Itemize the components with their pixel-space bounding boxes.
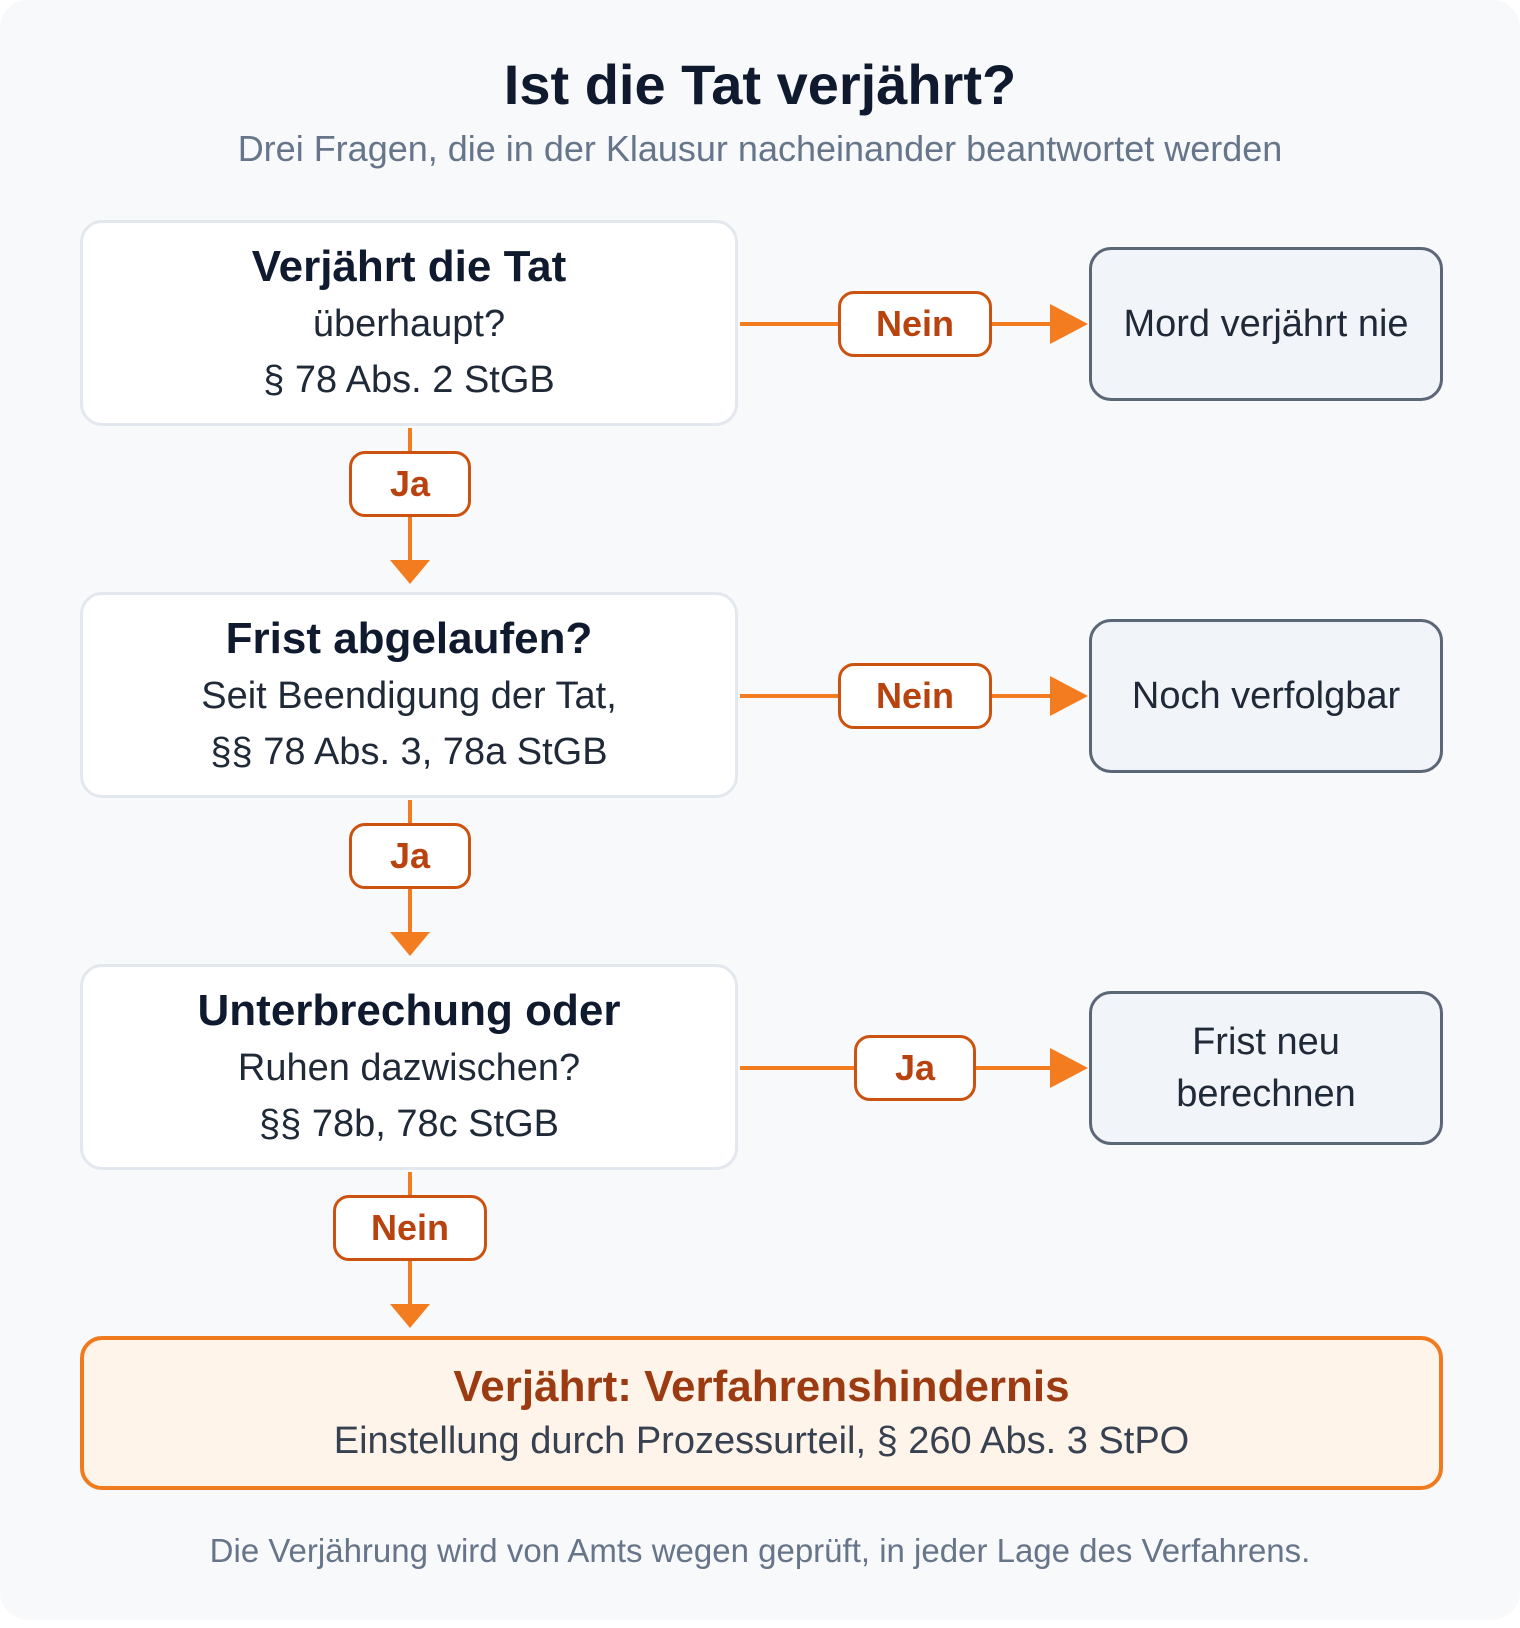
branch-label-down-3: Nein xyxy=(333,1195,487,1261)
footer-note: Die Verjährung wird von Amts wegen geprü… xyxy=(209,1532,1311,1569)
question-text: Seit Beendigung der Tat, xyxy=(201,675,617,717)
question-title: Unterbrechung oder xyxy=(197,986,621,1035)
arrowhead-down-1 xyxy=(390,560,430,584)
outcome-box-2: Noch verfolgbar xyxy=(1089,619,1443,773)
question-citation: §§ 78 Abs. 3, 78a StGB xyxy=(210,731,608,773)
branch-label-right-1: Nein xyxy=(838,291,992,357)
final-result-box: Verjährt: Verfahrenshindernis Einstellun… xyxy=(80,1336,1443,1490)
arrowhead-down-2 xyxy=(390,932,430,956)
outcome-box-1: Mord verjährt nie xyxy=(1089,247,1443,401)
branch-label-right-2: Nein xyxy=(838,663,992,729)
arrowhead-right-3 xyxy=(1050,1048,1088,1088)
question-box-3: Unterbrechung oder Ruhen dazwischen? §§ … xyxy=(80,964,738,1170)
question-citation: §§ 78b, 78c StGB xyxy=(259,1103,559,1145)
question-box-2: Frist abgelaufen? Seit Beendigung der Ta… xyxy=(80,592,738,798)
final-title: Verjährt: Verfahrenshindernis xyxy=(453,1362,1070,1411)
question-title: Verjährt die Tat xyxy=(251,242,567,291)
branch-label-right-3: Ja xyxy=(854,1035,976,1101)
question-box-1: Verjährt die Tat überhaupt? § 78 Abs. 2 … xyxy=(80,220,738,426)
page-subtitle: Drei Fragen, die in der Klausur nacheina… xyxy=(237,128,1283,169)
outcome-box-3: Frist neu berechnen xyxy=(1089,991,1443,1145)
arrowhead-right-2 xyxy=(1050,676,1088,716)
arrowhead-right-1 xyxy=(1050,304,1088,344)
question-citation: § 78 Abs. 2 StGB xyxy=(263,359,555,401)
question-text: überhaupt? xyxy=(312,303,506,345)
question-text: Ruhen dazwischen? xyxy=(237,1047,581,1089)
arrowhead-down-3 xyxy=(390,1304,430,1328)
question-title: Frist abgelaufen? xyxy=(225,614,593,663)
page-title: Ist die Tat verjährt? xyxy=(503,53,1017,116)
branch-label-down-2: Ja xyxy=(349,823,471,889)
final-subtitle: Einstellung durch Prozessurteil, § 260 A… xyxy=(333,1420,1190,1462)
branch-label-down-1: Ja xyxy=(349,451,471,517)
